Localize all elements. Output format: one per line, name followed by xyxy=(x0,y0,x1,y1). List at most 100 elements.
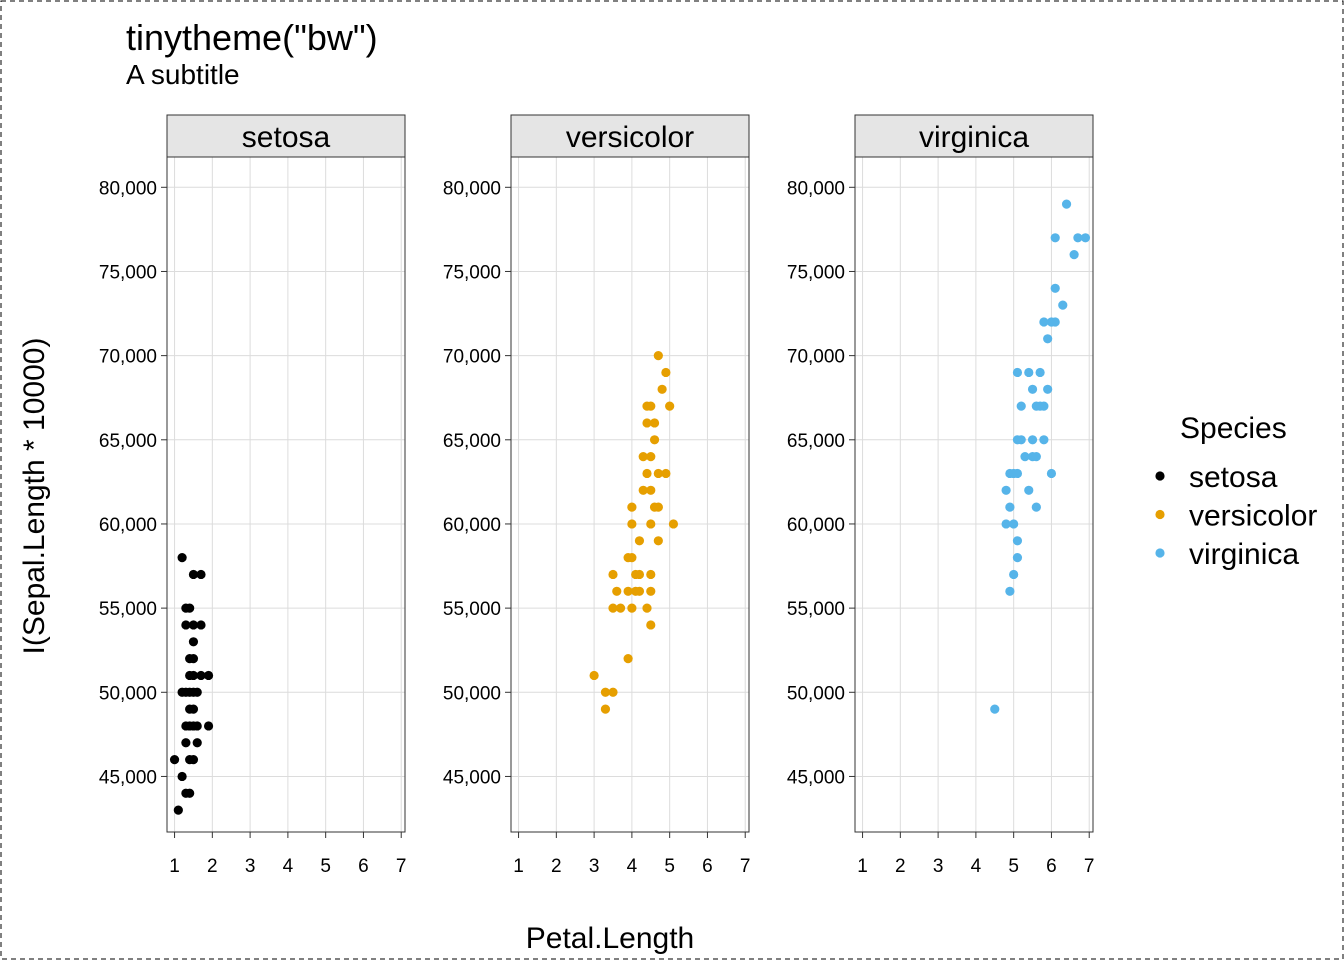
data-point-setosa xyxy=(196,670,206,681)
y-tick-label: 65,000 xyxy=(443,431,501,452)
x-tick-label: 5 xyxy=(664,856,675,877)
data-point-virginica xyxy=(1069,250,1079,260)
data-point-setosa xyxy=(188,569,199,580)
data-point-virginica xyxy=(1005,586,1015,596)
data-point-versicolor xyxy=(653,502,663,512)
data-point-versicolor xyxy=(649,435,660,445)
x-tick-label: 6 xyxy=(1046,856,1057,877)
y-tick-label: 70,000 xyxy=(443,347,501,368)
data-point-setosa xyxy=(192,687,202,697)
data-point-versicolor xyxy=(646,569,656,580)
data-point-virginica xyxy=(1001,485,1011,495)
data-point-virginica xyxy=(1016,401,1026,411)
facet-strip-label: versicolor xyxy=(566,121,694,154)
x-tick-label: 1 xyxy=(169,856,180,877)
data-point-versicolor xyxy=(661,468,671,479)
data-point-versicolor xyxy=(608,569,618,580)
data-point-setosa xyxy=(169,755,180,765)
data-point-versicolor xyxy=(657,384,667,394)
data-point-setosa xyxy=(188,704,199,714)
x-tick-label: 2 xyxy=(207,856,218,877)
data-point-versicolor xyxy=(646,401,656,411)
x-tick-label: 4 xyxy=(283,856,294,877)
data-point-virginica xyxy=(1012,553,1023,563)
data-point-setosa xyxy=(177,771,187,782)
data-point-setosa xyxy=(192,721,202,731)
data-point-virginica xyxy=(1012,367,1023,378)
x-tick-label: 7 xyxy=(396,856,407,877)
legend-marker-setosa xyxy=(1155,471,1165,481)
facet-panel-virginica: virginica 45,000 50,000 55,000 60,000 65,000 7… xyxy=(787,114,1095,877)
data-point-setosa xyxy=(192,738,202,748)
data-point-setosa xyxy=(181,620,191,630)
y-tick-label: 75,000 xyxy=(99,262,157,283)
data-point-versicolor xyxy=(646,485,656,495)
data-point-setosa xyxy=(196,620,206,630)
facet-strip xyxy=(510,114,750,158)
data-point-setosa xyxy=(188,755,199,765)
y-tick-label: 50,000 xyxy=(787,683,845,704)
data-point-setosa xyxy=(203,670,214,681)
data-point-virginica xyxy=(1027,384,1038,394)
facet-strip-label: setosa xyxy=(242,121,331,154)
data-point-virginica xyxy=(1001,519,1011,529)
y-tick-label: 80,000 xyxy=(443,178,501,199)
y-tick-label: 55,000 xyxy=(99,599,157,620)
y-tick-label: 55,000 xyxy=(443,599,501,620)
data-point-virginica xyxy=(1046,468,1057,479)
data-point-versicolor xyxy=(638,452,648,462)
data-point-versicolor xyxy=(642,468,652,479)
data-point-virginica xyxy=(1009,569,1019,580)
data-point-virginica xyxy=(1031,452,1041,462)
y-tick-label: 65,000 xyxy=(787,431,845,452)
x-tick-label: 1 xyxy=(513,856,524,877)
x-tick-label: 3 xyxy=(933,856,944,877)
data-point-virginica xyxy=(1020,452,1030,462)
data-point-virginica xyxy=(1073,233,1083,243)
x-tick-label: 4 xyxy=(627,856,638,877)
panel-border xyxy=(854,156,1094,833)
data-point-setosa xyxy=(185,603,195,613)
x-tick-label: 2 xyxy=(551,856,562,877)
data-point-versicolor xyxy=(627,502,637,512)
x-tick-label: 2 xyxy=(895,856,906,877)
data-point-virginica xyxy=(1012,536,1023,546)
chart-title: tinytheme("bw") xyxy=(126,17,378,58)
y-tick-label: 75,000 xyxy=(787,262,845,283)
data-point-setosa xyxy=(203,721,214,731)
data-point-versicolor xyxy=(661,367,671,378)
y-tick-label: 45,000 xyxy=(99,767,157,788)
x-axis-title: Petal.Length xyxy=(526,922,694,955)
data-point-versicolor xyxy=(623,654,633,664)
data-point-virginica xyxy=(1024,485,1034,495)
x-tick-label: 5 xyxy=(320,856,331,877)
y-tick-label: 75,000 xyxy=(443,262,501,283)
facet-strip xyxy=(854,114,1094,158)
data-point-versicolor xyxy=(646,620,656,630)
x-tick-label: 3 xyxy=(589,856,600,877)
data-point-versicolor xyxy=(653,468,663,479)
x-tick-label: 7 xyxy=(740,856,751,877)
y-tick-label: 45,000 xyxy=(787,767,845,788)
data-point-versicolor xyxy=(642,418,652,428)
data-point-virginica xyxy=(1043,384,1053,394)
y-tick-label: 70,000 xyxy=(99,347,157,368)
data-point-versicolor xyxy=(653,351,663,361)
data-point-virginica xyxy=(1035,367,1045,378)
data-point-virginica xyxy=(1039,317,1049,327)
data-point-versicolor xyxy=(668,519,679,529)
data-point-virginica xyxy=(1050,233,1060,243)
data-point-versicolor xyxy=(653,536,663,546)
y-tick-label: 80,000 xyxy=(787,178,845,199)
data-point-versicolor xyxy=(634,569,645,580)
data-point-virginica xyxy=(1061,199,1072,209)
legend-label-virginica: virginica xyxy=(1189,538,1299,571)
legend-title: Species xyxy=(1180,412,1287,445)
x-tick-label: 6 xyxy=(702,856,713,877)
legend-marker-virginica xyxy=(1155,548,1165,558)
data-point-virginica xyxy=(1005,502,1015,512)
data-point-virginica xyxy=(1009,519,1019,529)
data-point-virginica xyxy=(1050,283,1060,293)
